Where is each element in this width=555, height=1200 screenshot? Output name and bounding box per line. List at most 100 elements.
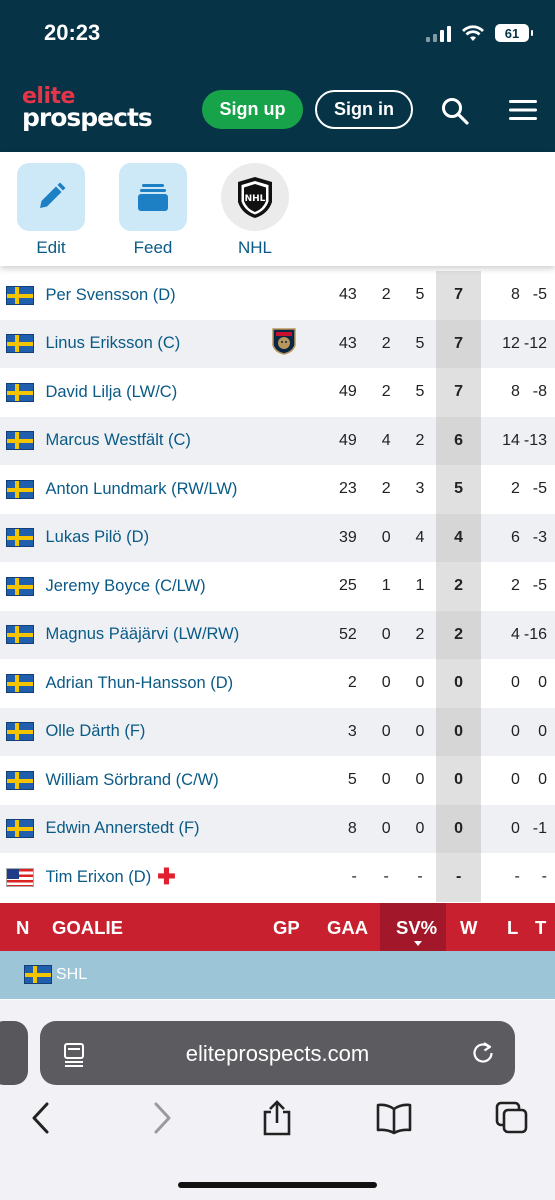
reader-mode-icon[interactable] [62, 1041, 88, 1067]
address-bar[interactable]: eliteprospects.com [40, 1021, 515, 1085]
team-logo-cell [271, 465, 310, 514]
player-name-link[interactable]: Linus Eriksson (C) [45, 334, 181, 353]
team-logo-cell [270, 319, 311, 368]
flag-cell [0, 804, 46, 853]
player-name-cell[interactable]: Adrian Thun-Hansson (D) [45, 659, 270, 708]
stat-tp: - [436, 853, 481, 902]
wifi-icon [462, 25, 484, 41]
player-name-cell[interactable]: Anton Lundmark (RW/LW) [45, 465, 270, 514]
col-losses[interactable]: L [507, 917, 519, 938]
player-name-link[interactable]: Edwin Annerstedt (F) [45, 819, 200, 838]
table-row[interactable]: Edwin Annerstedt (F) 8 0 0 0 0 -1 [0, 804, 555, 853]
stat-pim: 0 [480, 804, 524, 853]
team-logo-cell [271, 368, 310, 417]
table-row[interactable]: Olle Därth (F) 3 0 0 0 0 0 [0, 707, 555, 756]
table-row[interactable]: Jeremy Boyce (C/LW) 25 1 1 2 2 -5 [0, 562, 555, 611]
player-name-link[interactable]: Lukas Pilö (D) [45, 528, 150, 547]
status-bar: 20:23 61 [0, 0, 555, 72]
player-name-link[interactable]: Per Svensson (D) [45, 285, 176, 304]
stat-g: 4 [368, 416, 404, 465]
stat-a: 0 [403, 804, 437, 853]
shortcut-edit[interactable]: Edit [16, 163, 86, 258]
elite-prospects-logo[interactable]: elite prospects [22, 84, 153, 131]
sign-in-button[interactable]: Sign in [315, 90, 413, 129]
table-row[interactable]: Anton Lundmark (RW/LW) 23 2 3 5 2 -5 [0, 465, 555, 514]
stat-pim: 0 [510, 771, 520, 789]
search-icon[interactable] [440, 96, 470, 126]
col-number[interactable]: N [16, 917, 30, 938]
player-name-link[interactable]: Anton Lundmark (RW/LW) [45, 479, 238, 498]
player-name-cell[interactable]: Per Svensson (D) [45, 271, 270, 320]
table-row[interactable]: William Sörbrand (C/W) 5 0 0 0 0 0 [0, 756, 555, 805]
player-name-cell[interactable]: Magnus Pääjärvi (LW/RW) [45, 610, 271, 659]
stat-a: 0 [403, 707, 437, 756]
table-row[interactable]: Adrian Thun-Hansson (D) 2 0 0 0 0 0 [0, 659, 555, 708]
col-gp[interactable]: GP [273, 917, 300, 938]
stat-gp: 3 [310, 707, 369, 756]
player-name-cell[interactable]: Olle Därth (F) [45, 707, 271, 756]
player-name-cell[interactable]: Linus Eriksson (C) [45, 319, 271, 368]
stat-pm: -1 [523, 804, 555, 853]
shortcut-nhl[interactable]: NHL NHL [220, 163, 290, 258]
hamburger-menu-icon[interactable] [508, 98, 538, 122]
sign-up-button[interactable]: Sign up [202, 90, 303, 129]
league-row-shl[interactable]: SHL [0, 951, 555, 999]
stat-tp: 4 [436, 513, 481, 562]
table-row[interactable]: Lukas Pilö (D) 39 0 4 4 6 -3 [0, 513, 555, 562]
player-name-link[interactable]: William Sörbrand (C/W) [45, 770, 219, 789]
nhl-logo-icon: NHL [238, 177, 272, 218]
player-name-link[interactable]: Jeremy Boyce (C/LW) [45, 576, 206, 595]
team-logo-cell [270, 513, 311, 562]
stat-gp: 43 [310, 319, 369, 368]
table-row[interactable]: Per Svensson (D) 43 2 5 7 8 -5 [0, 271, 555, 320]
stat-tp: 7 [436, 368, 481, 417]
share-icon[interactable] [259, 1100, 295, 1136]
forward-icon[interactable] [144, 1100, 180, 1136]
stat-pim: - [514, 868, 520, 886]
table-row[interactable]: David Lilja (LW/C) 49 2 5 7 8 -8 [0, 368, 555, 417]
stat-g: 0 [381, 674, 391, 692]
bookmarks-icon[interactable] [376, 1100, 412, 1136]
player-name-cell[interactable]: Edwin Annerstedt (F) [45, 804, 271, 853]
player-name-link[interactable]: David Lilja (LW/C) [45, 382, 178, 401]
col-goalie[interactable]: GOALIE [52, 917, 123, 938]
stat-tp: 0 [436, 707, 481, 756]
tabs-icon[interactable] [494, 1100, 530, 1136]
shortcut-feed[interactable]: Feed [118, 163, 188, 258]
florida-panthers-logo-icon[interactable] [271, 327, 297, 356]
player-name-cell[interactable]: Lukas Pilö (D) [45, 513, 271, 562]
sweden-flag-icon [6, 625, 34, 645]
player-name-link[interactable]: Olle Därth (F) [45, 722, 146, 741]
stat-gp: 52 [310, 610, 369, 659]
player-name-cell[interactable]: Tim Erixon (D) ✚ [45, 853, 270, 902]
player-name-cell[interactable]: Jeremy Boyce (C/LW) [45, 562, 270, 611]
col-gaa[interactable]: GAA [327, 917, 369, 938]
edit-tile[interactable] [17, 163, 85, 231]
stat-tp: 0 [436, 756, 481, 805]
player-name-link[interactable]: Magnus Pääjärvi (LW/RW) [45, 625, 240, 644]
player-name-cell[interactable]: William Sörbrand (C/W) [45, 756, 270, 805]
table-row[interactable]: Linus Eriksson (C) 43 2 5 7 12 -12 [0, 319, 555, 368]
previous-tab-bar[interactable] [0, 1021, 28, 1085]
team-logo-cell [271, 756, 310, 805]
player-name-link[interactable]: Adrian Thun-Hansson (D) [45, 673, 234, 692]
svg-text:NHL: NHL [245, 194, 266, 204]
player-name-cell[interactable]: Marcus Westfält (C) [45, 416, 271, 465]
stat-tp: 5 [436, 465, 481, 514]
feed-tile[interactable] [119, 163, 187, 231]
sweden-flag-icon [6, 673, 34, 693]
table-row[interactable]: Marcus Westfält (C) 49 4 2 6 14 -13 [0, 416, 555, 465]
player-name-cell[interactable]: David Lilja (LW/C) [45, 368, 270, 417]
player-name-link[interactable]: Tim Erixon (D) [45, 868, 152, 887]
table-row[interactable]: Magnus Pääjärvi (LW/RW) 52 0 2 2 4 -16 [0, 610, 555, 659]
table-row[interactable]: Tim Erixon (D) ✚ - - - - - - [0, 853, 555, 902]
player-name-link[interactable]: Marcus Westfält (C) [45, 431, 191, 450]
col-ties[interactable]: T [535, 917, 547, 938]
stat-pim: 8 [510, 286, 520, 304]
logo-line1: elite [22, 84, 75, 109]
col-sv-pct[interactable]: SV% [396, 917, 438, 938]
col-wins[interactable]: W [460, 917, 478, 938]
reload-icon[interactable] [469, 1039, 497, 1067]
nhl-tile[interactable]: NHL [221, 163, 289, 231]
back-icon[interactable] [24, 1100, 60, 1136]
